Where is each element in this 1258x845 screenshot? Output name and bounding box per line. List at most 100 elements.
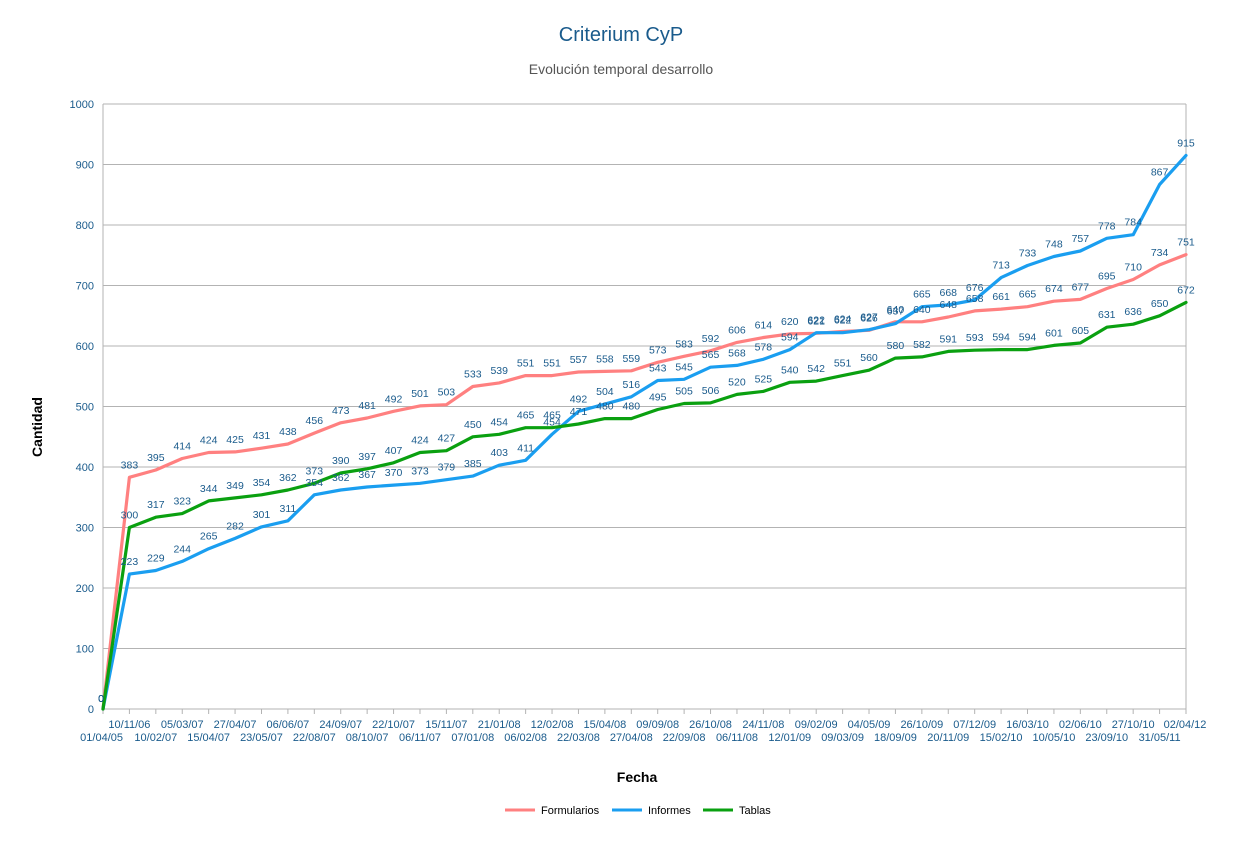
data-label-formularios: 395 bbox=[147, 452, 165, 464]
x-tick-label: 22/10/07 bbox=[372, 719, 415, 731]
data-label-formularios: 501 bbox=[411, 388, 429, 400]
x-tick-label: 15/02/10 bbox=[980, 732, 1023, 744]
data-label-tablas: 593 bbox=[966, 332, 984, 344]
y-axis-title: Cantidad bbox=[29, 397, 45, 457]
data-label-formularios: 539 bbox=[490, 365, 508, 377]
gridlines bbox=[102, 103, 1187, 710]
data-label-informes: 713 bbox=[992, 260, 1010, 272]
y-tick-label: 300 bbox=[76, 523, 94, 535]
data-label-informes: 545 bbox=[675, 361, 693, 373]
x-tick-label: 15/04/07 bbox=[187, 732, 230, 744]
x-tick-label: 09/03/09 bbox=[821, 732, 864, 744]
data-label-tablas: 495 bbox=[649, 392, 667, 404]
data-label-tablas: 505 bbox=[675, 385, 693, 397]
x-tick-label: 06/02/08 bbox=[504, 732, 547, 744]
data-label-informes: 367 bbox=[358, 469, 376, 481]
data-label-informes: 403 bbox=[490, 447, 508, 459]
data-label-informes: 311 bbox=[280, 503, 297, 515]
data-label-tablas: 525 bbox=[755, 373, 773, 385]
data-label-tablas: 450 bbox=[464, 419, 482, 431]
data-label-formularios: 551 bbox=[543, 358, 561, 370]
data-label-informes: 778 bbox=[1098, 220, 1116, 232]
data-label-tablas: 362 bbox=[279, 472, 297, 484]
data-label-tablas: 317 bbox=[147, 499, 165, 511]
data-label-informes: 282 bbox=[226, 520, 244, 532]
data-label-formularios: 551 bbox=[517, 358, 535, 370]
data-label-formularios: 626 bbox=[860, 312, 878, 324]
data-label-informes: 676 bbox=[966, 282, 984, 294]
data-label-informes: 0 bbox=[98, 693, 104, 705]
data-label-informes: 594 bbox=[781, 332, 799, 344]
x-tick-label: 09/09/08 bbox=[636, 719, 679, 731]
data-label-tablas: 397 bbox=[358, 451, 376, 463]
data-label-formularios: 559 bbox=[623, 353, 641, 365]
x-tick-label: 23/05/07 bbox=[240, 732, 283, 744]
data-label-informes: 578 bbox=[755, 341, 773, 353]
legend: Formularios Informes Tablas bbox=[505, 805, 771, 817]
data-label-tablas: 349 bbox=[226, 480, 244, 492]
x-tick-label: 02/04/12 bbox=[1164, 719, 1207, 731]
data-label-formularios: 0 bbox=[98, 693, 104, 705]
y-tick-label: 0 bbox=[88, 704, 94, 716]
data-label-informes: 668 bbox=[940, 287, 958, 299]
data-label-tablas: 582 bbox=[913, 339, 931, 351]
data-label-formularios: 414 bbox=[173, 441, 191, 453]
data-label-informes: 373 bbox=[411, 465, 429, 477]
data-label-informes: 784 bbox=[1124, 217, 1142, 229]
y-tick-label: 900 bbox=[76, 160, 94, 172]
x-tick-label: 06/11/08 bbox=[716, 732, 758, 744]
data-label-formularios: 710 bbox=[1124, 261, 1142, 273]
data-label-informes: 757 bbox=[1072, 233, 1090, 245]
data-label-formularios: 620 bbox=[781, 316, 799, 328]
x-tick-label: 05/03/07 bbox=[161, 719, 204, 731]
x-tick-label: 10/11/06 bbox=[108, 719, 150, 731]
x-tick-label: 09/02/09 bbox=[795, 719, 838, 731]
x-tick-label: 16/03/10 bbox=[1006, 719, 1049, 731]
data-label-tablas: 480 bbox=[596, 401, 614, 413]
x-tick-label: 26/10/09 bbox=[900, 719, 943, 731]
data-label-informes: 627 bbox=[860, 312, 878, 324]
data-label-formularios: 665 bbox=[1019, 289, 1037, 301]
data-label-formularios: 533 bbox=[464, 369, 482, 381]
data-label-tablas: 605 bbox=[1072, 325, 1090, 337]
x-tick-label: 12/02/08 bbox=[531, 719, 574, 731]
data-label-formularios: 492 bbox=[385, 393, 403, 405]
x-tick-label: 18/09/09 bbox=[874, 732, 917, 744]
y-tick-label: 200 bbox=[76, 583, 94, 595]
data-label-formularios: 624 bbox=[834, 313, 852, 325]
data-label-tablas: 323 bbox=[173, 496, 191, 508]
x-tick-label: 04/05/09 bbox=[848, 719, 891, 731]
x-tick-label: 22/09/08 bbox=[663, 732, 706, 744]
series-lines bbox=[101, 153, 1188, 711]
y-tick-label: 100 bbox=[76, 644, 94, 656]
data-label-tablas: 300 bbox=[121, 510, 139, 522]
data-label-tablas: 454 bbox=[490, 416, 508, 428]
x-axis-ticks: 01/04/0510/11/0610/02/0705/03/0715/04/07… bbox=[80, 709, 1206, 744]
data-label-informes: 568 bbox=[728, 347, 746, 359]
data-label-informes: 244 bbox=[173, 543, 191, 555]
x-tick-label: 12/01/09 bbox=[768, 732, 811, 744]
data-label-formularios: 431 bbox=[253, 430, 271, 442]
data-label-tablas: 540 bbox=[781, 364, 799, 376]
data-label-tablas: 551 bbox=[834, 358, 852, 370]
x-tick-label: 01/04/05 bbox=[80, 732, 123, 744]
data-label-formularios: 425 bbox=[226, 434, 244, 446]
x-tick-label: 02/06/10 bbox=[1059, 719, 1102, 731]
data-label-informes: 301 bbox=[253, 509, 271, 521]
x-tick-label: 15/04/08 bbox=[583, 719, 626, 731]
data-label-informes: 379 bbox=[438, 462, 456, 474]
x-tick-label: 06/11/07 bbox=[399, 732, 441, 744]
data-label-tablas: 672 bbox=[1177, 284, 1195, 296]
x-tick-label: 27/04/07 bbox=[214, 719, 257, 731]
data-label-informes: 411 bbox=[517, 442, 534, 454]
data-label-formularios: 592 bbox=[702, 333, 720, 345]
data-label-formularios: 424 bbox=[200, 434, 218, 446]
y-axis-ticks: 0 100 200 300 400 500 600 700 800 900 1000 bbox=[70, 99, 94, 716]
legend-label-informes: Informes bbox=[648, 805, 691, 817]
data-label-informes: 229 bbox=[147, 552, 165, 564]
data-label-formularios: 734 bbox=[1151, 247, 1169, 259]
data-label-formularios: 648 bbox=[940, 299, 958, 311]
y-tick-label: 1000 bbox=[70, 99, 94, 111]
data-label-informes: 915 bbox=[1177, 137, 1195, 149]
data-label-tablas: 480 bbox=[623, 401, 641, 413]
